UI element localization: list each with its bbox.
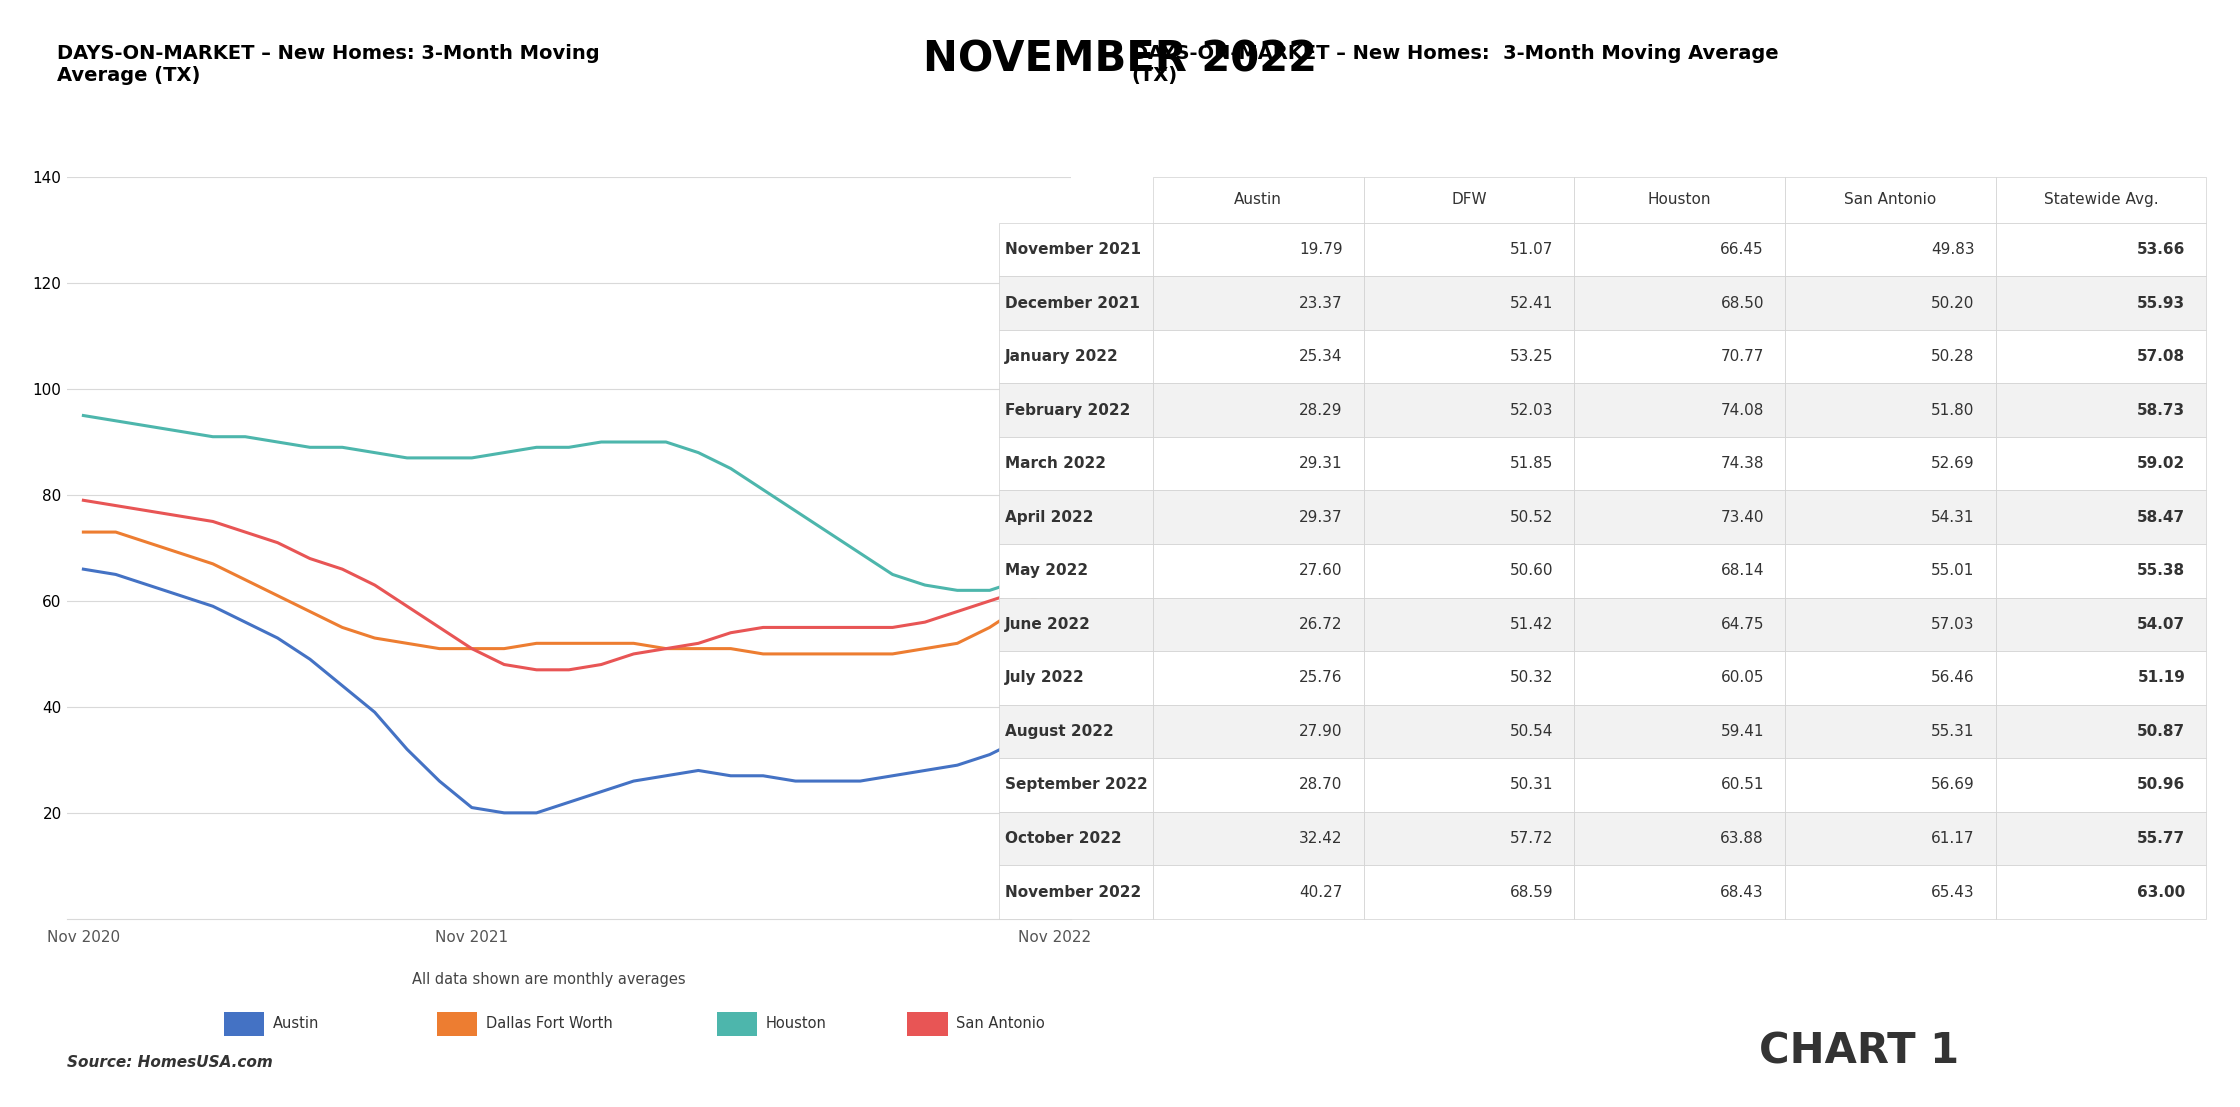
Text: DAYS-ON-MARKET – New Homes: 3-Month Moving
Average (TX): DAYS-ON-MARKET – New Homes: 3-Month Movi… [58, 43, 600, 84]
Text: San Antonio: San Antonio [956, 1016, 1046, 1032]
Text: CHART 1: CHART 1 [1758, 1031, 1960, 1073]
Text: Dallas Fort Worth: Dallas Fort Worth [486, 1016, 614, 1032]
Text: Source: HomesUSA.com: Source: HomesUSA.com [67, 1055, 273, 1070]
Text: All data shown are monthly averages: All data shown are monthly averages [412, 972, 685, 987]
Text: DAYS-ON-MARKET – New Homes:  3-Month Moving Average
(TX): DAYS-ON-MARKET – New Homes: 3-Month Movi… [1131, 43, 1779, 84]
Text: NOVEMBER 2022: NOVEMBER 2022 [923, 39, 1317, 81]
Text: Austin: Austin [273, 1016, 320, 1032]
Text: Houston: Houston [766, 1016, 827, 1032]
